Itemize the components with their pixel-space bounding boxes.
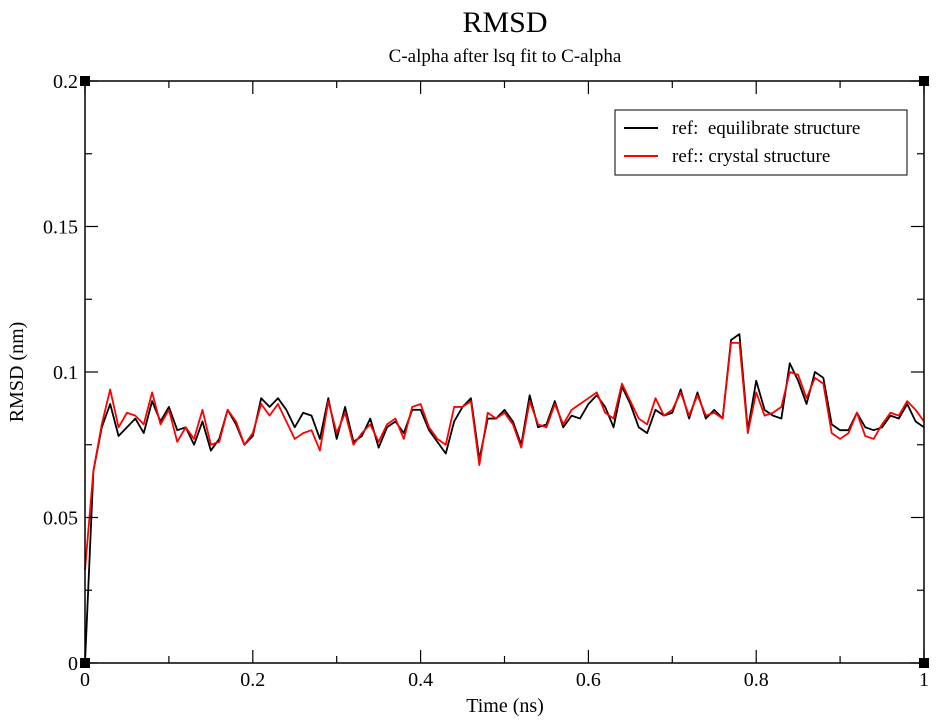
- chart-subtitle: C-alpha after lsq fit to C-alpha: [389, 46, 622, 67]
- corner-marker-top-right: [919, 76, 929, 86]
- series-line-equilibrate: [84, 333, 925, 664]
- y-tick-label: 0: [68, 653, 78, 675]
- x-tick-label: 0.4: [408, 669, 433, 691]
- legend-label-equilibrate: ref: equilibrate structure: [672, 118, 860, 139]
- y-tick-label: 0.1: [53, 362, 78, 384]
- corner-marker-bottom-right: [919, 658, 929, 668]
- corner-marker-bottom-left: [80, 658, 90, 668]
- x-tick-label: 0: [80, 669, 90, 691]
- y-axis-label: RMSD (nm): [6, 322, 28, 423]
- series-line-crystal: [84, 341, 925, 570]
- legend: ref: equilibrate structure ref:: crystal…: [614, 109, 908, 176]
- legend-label-crystal: ref:: crystal structure: [672, 146, 830, 167]
- y-tick-label: 0.05: [43, 508, 78, 530]
- x-tick-label: 0.8: [744, 669, 769, 691]
- legend-box: [614, 109, 908, 176]
- axis-ticks: 0 0.2 0.4 0.6 0.8 1 0 0.05 0.1 0.15 0.2: [43, 71, 929, 691]
- y-tick-label: 0.15: [43, 217, 78, 239]
- plot-frame: [84, 80, 925, 664]
- y-tick-label: 0.2: [53, 71, 78, 93]
- x-tick-label: 1: [919, 669, 929, 691]
- x-tick-label: 0.6: [576, 669, 601, 691]
- series-layer: [84, 333, 925, 664]
- x-tick-label: 0.2: [240, 669, 265, 691]
- chart-title: RMSD: [462, 6, 547, 39]
- corner-marker-top-left: [80, 76, 90, 86]
- x-axis-label: Time (ns): [466, 695, 544, 717]
